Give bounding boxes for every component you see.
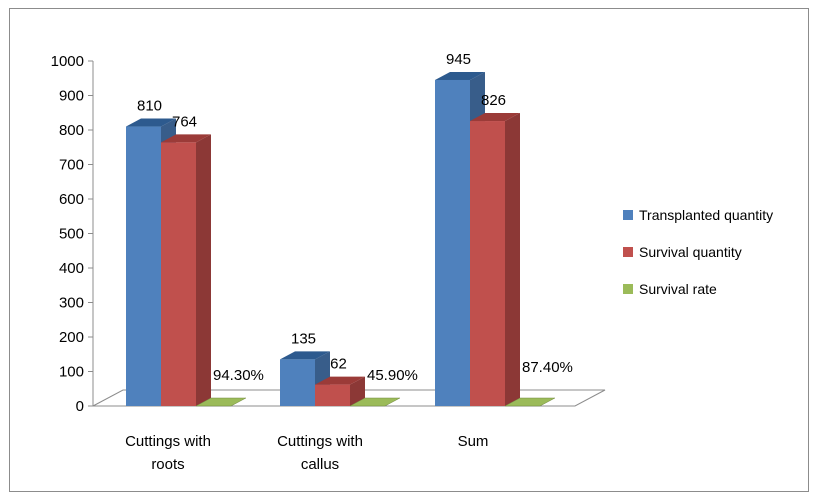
rate-data-label: 45.90% xyxy=(367,367,418,384)
transplanted-data-label: 945 xyxy=(446,51,471,68)
y-tick-label: 900 xyxy=(59,88,84,105)
category-label: Sum xyxy=(458,433,489,450)
survival-bar-top xyxy=(470,113,520,122)
legend-swatch xyxy=(623,247,633,257)
category-label: Cuttings with xyxy=(277,433,363,450)
survival-bar-top xyxy=(161,134,211,143)
survival-bar-side xyxy=(196,134,211,407)
y-tick-label: 600 xyxy=(59,191,84,208)
transplanted-bar xyxy=(435,79,470,406)
survival-bar-top xyxy=(315,376,365,385)
category-label: roots xyxy=(151,456,184,473)
y-tick-label: 0 xyxy=(76,398,84,415)
rate-data-label: 87.40% xyxy=(522,359,573,376)
survival-data-label: 826 xyxy=(481,92,506,109)
y-tick-label: 500 xyxy=(59,226,84,243)
transplanted-bar-top xyxy=(435,71,485,80)
rate-data-label: 94.30% xyxy=(213,367,264,384)
y-tick-label: 100 xyxy=(59,364,84,381)
rate-bar xyxy=(195,397,247,407)
legend-label: Survival rate xyxy=(639,281,717,297)
legend-swatch xyxy=(623,210,633,220)
survival-data-label: 764 xyxy=(172,113,197,130)
transplanted-bar-top xyxy=(280,351,330,360)
bar-chart: 0 100 200 300 400 500 600 700 800 900 1000 810 764 94… xyxy=(51,51,774,473)
legend-label: Survival quantity xyxy=(639,244,742,260)
legend-label: Transplanted quantity xyxy=(639,207,773,223)
y-tick-label: 400 xyxy=(59,260,84,277)
y-tick-label: 200 xyxy=(59,329,84,346)
survival-bar-side xyxy=(350,376,365,406)
y-tick-label: 1000 xyxy=(51,53,84,70)
category-label: Cuttings with xyxy=(125,433,211,450)
chart-frame: 0 100 200 300 400 500 600 700 800 900 1000 810 764 94… xyxy=(9,8,809,492)
legend-swatch xyxy=(623,284,633,294)
transplanted-bar xyxy=(280,359,315,406)
transplanted-bar xyxy=(126,126,161,407)
survival-bar xyxy=(315,384,350,406)
rate-bar xyxy=(349,397,401,407)
rate-bar xyxy=(504,397,556,407)
transplanted-data-label: 135 xyxy=(291,330,316,347)
survival-bar xyxy=(161,142,196,407)
transplanted-data-label: 810 xyxy=(137,98,162,115)
y-tick-label: 800 xyxy=(59,122,84,139)
survival-bar xyxy=(470,121,505,406)
survival-bar-side xyxy=(505,113,520,406)
category-label: callus xyxy=(301,456,339,473)
transplanted-bar-top xyxy=(126,118,176,127)
survival-data-label: 62 xyxy=(330,356,347,373)
y-tick-label: 700 xyxy=(59,157,84,174)
y-tick-label: 300 xyxy=(59,295,84,312)
